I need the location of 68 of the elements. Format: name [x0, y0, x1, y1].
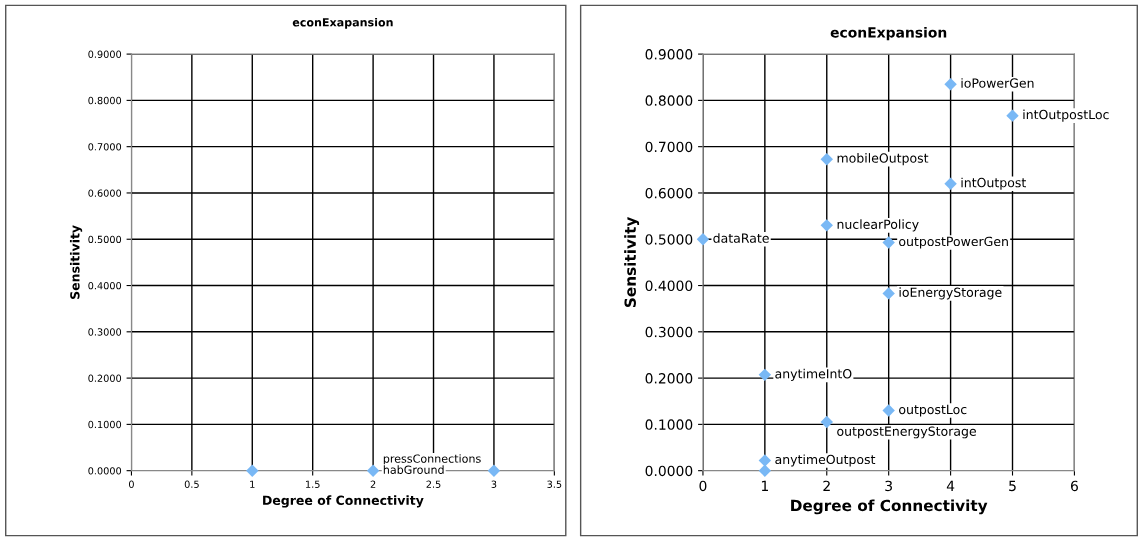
y-tick-label: 0.9000 [645, 49, 693, 60]
x-tick-label: 3.5 [547, 480, 562, 488]
point [820, 415, 833, 429]
x-tick-label: 0.5 [184, 480, 199, 488]
y-tick-label: 0.5000 [88, 235, 122, 244]
x-tick-label: 1 [761, 480, 768, 491]
x-tick-label: 1 [250, 480, 255, 488]
x-axis-title: Degree of Connectivity [263, 495, 424, 508]
annotation: mobileOutpost [837, 153, 929, 166]
point [1006, 109, 1019, 122]
x-tick-label: 3 [885, 480, 892, 492]
annotation: anytimeIntO [775, 368, 852, 381]
x-tick-label: 0 [128, 480, 134, 488]
point [882, 404, 895, 417]
x-tick-label: 0 [699, 480, 707, 492]
point [820, 152, 833, 166]
y-tick-label: 0.2000 [645, 373, 693, 384]
y-axis-title: Sensitivity [69, 225, 83, 299]
x-tick-label: 5 [1009, 480, 1016, 492]
y-tick-label: 0.8000 [88, 96, 122, 105]
annotation: ioEnergyStorage [899, 287, 1002, 300]
x-tick-label: 2.5 [426, 480, 441, 488]
y-tick-label: 0.7000 [88, 143, 122, 151]
x-tick-label: 3 [491, 480, 497, 488]
x-tick-label: 2 [370, 480, 376, 488]
point [820, 219, 833, 232]
annotation: outpostEnergyStorage [837, 426, 976, 439]
x-tick-label: 2 [823, 480, 830, 491]
chart-title: econExapansion [292, 17, 393, 29]
point [882, 287, 895, 300]
annotation: anytimeOutpost [775, 454, 876, 467]
y-tick-label: 0.4000 [88, 282, 122, 290]
point [882, 236, 895, 249]
y-tick-label: 0.0000 [645, 465, 693, 477]
point [944, 77, 957, 91]
y-tick-label: 0.1000 [645, 419, 693, 430]
annotation: intOutpost [961, 177, 1026, 190]
point [758, 454, 772, 467]
annotation: dataRate [713, 233, 769, 243]
y-tick-label: 0.1000 [88, 420, 122, 429]
point [758, 464, 772, 477]
annotation: ioPowerGen [961, 78, 1034, 88]
y-tick-label: 0.6000 [645, 187, 693, 199]
y-tick-label: 0.6000 [88, 189, 122, 197]
point [758, 368, 772, 382]
y-tick-label: 0.9000 [88, 50, 122, 58]
annotation: nuclearPolicy [837, 219, 919, 232]
y-tick-label: 0.3000 [645, 326, 693, 338]
y-tick-label: 0.2000 [88, 374, 122, 382]
x-tick-label: 4 [946, 480, 955, 491]
annotation: habGround [383, 465, 444, 474]
y-tick-label: 0.8000 [645, 95, 693, 106]
annotation: intOutpostLoc [1023, 109, 1109, 122]
y-tick-label: 0.7000 [645, 141, 693, 153]
y-tick-label: 0.0000 [88, 467, 122, 475]
x-tick-label: 6 [1070, 480, 1078, 492]
point [944, 177, 957, 190]
annotation: outpostLoc [899, 404, 967, 417]
y-tick-label: 0.3000 [88, 328, 122, 336]
x-tick-label: 1.5 [306, 480, 320, 488]
annotation: outpostPowerGen [899, 236, 1008, 249]
annotation: pressConnections [383, 454, 481, 465]
x-axis-title: Degree of Connectivity [791, 499, 988, 515]
y-tick-label: 0.4000 [645, 280, 693, 291]
y-axis-title: Sensitivity [624, 216, 640, 308]
y-tick-label: 0.5000 [645, 234, 693, 245]
point [696, 233, 710, 246]
chart-title: econExpansion [830, 26, 947, 41]
